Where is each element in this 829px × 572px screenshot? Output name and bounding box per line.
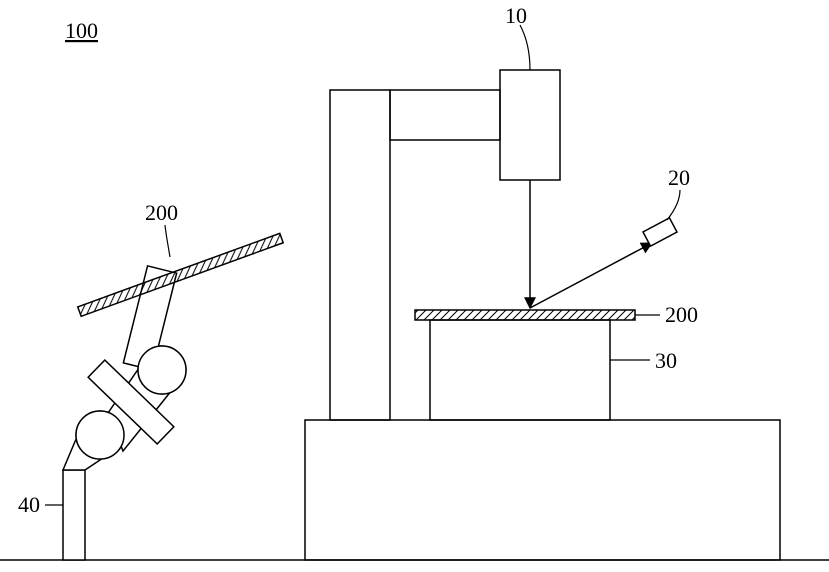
robot-base bbox=[63, 470, 85, 560]
robot-joint-2-top bbox=[138, 346, 186, 394]
label-30: 30 bbox=[655, 348, 677, 373]
leader-20 bbox=[667, 190, 680, 220]
sensor bbox=[643, 218, 677, 246]
leader-200-left bbox=[165, 225, 170, 257]
beam bbox=[390, 90, 500, 140]
work-table bbox=[430, 320, 610, 420]
label-40: 40 bbox=[18, 492, 40, 517]
label-200-right: 200 bbox=[665, 302, 698, 327]
head-unit bbox=[500, 70, 560, 180]
label-10: 10 bbox=[505, 3, 527, 28]
machine-base bbox=[305, 420, 780, 560]
label-200-left: 200 bbox=[145, 200, 178, 225]
robot-joint-1-top bbox=[76, 411, 124, 459]
workpiece-held bbox=[78, 233, 283, 316]
leader-10 bbox=[520, 25, 530, 70]
reflection-arrow bbox=[530, 243, 652, 308]
patent-figure: 100 bbox=[0, 0, 829, 572]
column bbox=[330, 90, 390, 420]
workpiece-on-table bbox=[415, 310, 635, 320]
figure-number: 100 bbox=[65, 18, 98, 43]
label-20: 20 bbox=[668, 165, 690, 190]
